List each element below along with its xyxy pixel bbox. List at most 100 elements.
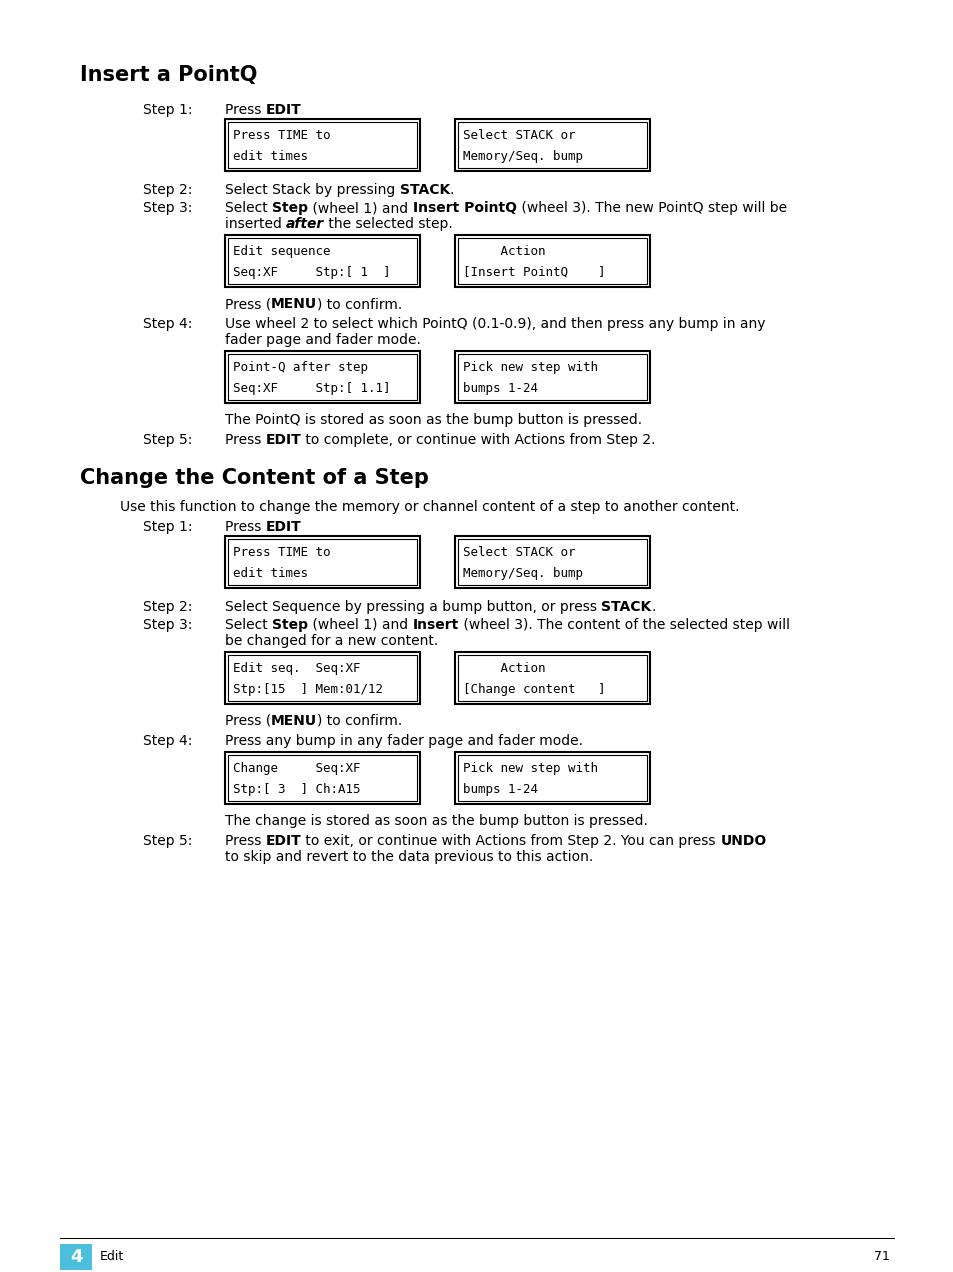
Text: Point-Q after step: Point-Q after step [233, 361, 368, 374]
Text: The change is stored as soon as the bump button is pressed.: The change is stored as soon as the bump… [225, 814, 647, 828]
Bar [457, 655, 646, 701]
Text: Select STACK or: Select STACK or [462, 128, 575, 142]
Text: Select STACK or: Select STACK or [462, 546, 575, 558]
Text: fader page and fader mode.: fader page and fader mode. [225, 333, 420, 347]
Text: (wheel 3). The content of the selected step will: (wheel 3). The content of the selected s… [458, 618, 789, 632]
Text: EDIT: EDIT [266, 834, 301, 848]
Text: Press: Press [225, 432, 266, 446]
Text: Seq:XF     Stp:[ 1  ]: Seq:XF Stp:[ 1 ] [233, 266, 390, 279]
Bar [228, 655, 416, 701]
Text: UNDO: UNDO [720, 834, 766, 848]
Text: Memory/Seq. bump: Memory/Seq. bump [462, 567, 582, 580]
Text: Insert PointQ: Insert PointQ [413, 201, 517, 215]
Text: Step 2:: Step 2: [143, 600, 193, 614]
Text: (wheel 1) and: (wheel 1) and [308, 618, 413, 632]
Bar [225, 536, 419, 588]
Bar [457, 238, 646, 284]
Bar [228, 539, 416, 585]
Text: [Change content   ]: [Change content ] [462, 683, 605, 696]
Bar [457, 122, 646, 168]
Text: Step 4:: Step 4: [143, 734, 193, 748]
Text: to complete, or continue with Actions from Step 2.: to complete, or continue with Actions fr… [301, 432, 656, 446]
Bar [225, 120, 419, 170]
Text: (wheel 3). The new PointQ step will be: (wheel 3). The new PointQ step will be [517, 201, 786, 215]
Text: Step 1:: Step 1: [143, 520, 193, 534]
Text: Select: Select [225, 201, 272, 215]
Text: edit times: edit times [233, 567, 308, 580]
Bar [455, 653, 649, 703]
Bar [225, 351, 419, 403]
Text: Press any bump in any fader page and fader mode.: Press any bump in any fader page and fad… [225, 734, 582, 748]
Bar [228, 354, 416, 399]
Text: the selected step.: the selected step. [324, 218, 453, 232]
Bar [457, 354, 646, 399]
Bar [455, 351, 649, 403]
Text: Press: Press [225, 520, 266, 534]
Text: Edit sequence: Edit sequence [233, 245, 330, 258]
Text: Select: Select [225, 618, 272, 632]
Text: Edit: Edit [100, 1250, 124, 1263]
Text: Memory/Seq. bump: Memory/Seq. bump [462, 150, 582, 163]
Text: Select Stack by pressing: Select Stack by pressing [225, 183, 399, 197]
Text: EDIT: EDIT [266, 432, 301, 446]
Bar [457, 539, 646, 585]
Text: Stp:[15  ] Mem:01/12: Stp:[15 ] Mem:01/12 [233, 683, 382, 696]
Text: Step 5:: Step 5: [143, 834, 193, 848]
Text: Press (: Press ( [225, 296, 271, 310]
Text: EDIT: EDIT [266, 520, 301, 534]
Bar [455, 120, 649, 170]
Text: Action: Action [462, 245, 545, 258]
Text: Step: Step [272, 201, 308, 215]
Text: Press (: Press ( [225, 714, 271, 728]
Bar [225, 752, 419, 804]
Text: ) to confirm.: ) to confirm. [317, 296, 402, 310]
Bar [457, 756, 646, 801]
Text: edit times: edit times [233, 150, 308, 163]
Text: The PointQ is stored as soon as the bump button is pressed.: The PointQ is stored as soon as the bump… [225, 413, 641, 427]
Text: Step 2:: Step 2: [143, 183, 193, 197]
Text: .: . [651, 600, 656, 614]
Text: Action: Action [462, 661, 545, 675]
Text: Press TIME to: Press TIME to [233, 128, 330, 142]
Text: Stp:[ 3  ] Ch:A15: Stp:[ 3 ] Ch:A15 [233, 782, 360, 796]
Text: Pick new step with: Pick new step with [462, 762, 598, 775]
Text: to skip and revert to the data previous to this action.: to skip and revert to the data previous … [225, 850, 593, 864]
Text: STACK: STACK [600, 600, 651, 614]
Text: Step 5:: Step 5: [143, 432, 193, 446]
Text: Pick new step with: Pick new step with [462, 361, 598, 374]
Text: [Insert PointQ    ]: [Insert PointQ ] [462, 266, 605, 279]
Text: bumps 1-24: bumps 1-24 [462, 782, 537, 796]
Bar [455, 752, 649, 804]
Text: Press: Press [225, 834, 266, 848]
Text: bumps 1-24: bumps 1-24 [462, 382, 537, 394]
Text: Use this function to change the memory or channel content of a step to another c: Use this function to change the memory o… [120, 500, 739, 514]
Text: Seq:XF     Stp:[ 1.1]: Seq:XF Stp:[ 1.1] [233, 382, 390, 394]
Bar [225, 235, 419, 287]
Text: 4: 4 [70, 1248, 82, 1266]
Text: inserted: inserted [225, 218, 286, 232]
Text: Step 1:: Step 1: [143, 103, 193, 117]
Text: Insert a PointQ: Insert a PointQ [80, 65, 257, 85]
Text: Change     Seq:XF: Change Seq:XF [233, 762, 360, 775]
Text: Press: Press [225, 103, 266, 117]
Text: Step 3:: Step 3: [143, 201, 193, 215]
Text: after: after [286, 218, 324, 232]
Bar [228, 238, 416, 284]
Text: Change the Content of a Step: Change the Content of a Step [80, 468, 429, 488]
Bar [455, 536, 649, 588]
Text: (wheel 1) and: (wheel 1) and [308, 201, 413, 215]
Text: .: . [450, 183, 454, 197]
Text: Step: Step [272, 618, 308, 632]
Text: Edit seq.  Seq:XF: Edit seq. Seq:XF [233, 661, 360, 675]
Bar [60, 1244, 91, 1269]
Bar [228, 756, 416, 801]
Text: STACK: STACK [399, 183, 450, 197]
Bar [225, 653, 419, 703]
Text: MENU: MENU [271, 296, 317, 310]
Text: Use wheel 2 to select which PointQ (0.1-0.9), and then press any bump in any: Use wheel 2 to select which PointQ (0.1-… [225, 317, 764, 331]
Text: Insert: Insert [413, 618, 458, 632]
Text: Press TIME to: Press TIME to [233, 546, 330, 558]
Text: MENU: MENU [271, 714, 317, 728]
Text: 71: 71 [873, 1250, 889, 1263]
Text: Step 3:: Step 3: [143, 618, 193, 632]
